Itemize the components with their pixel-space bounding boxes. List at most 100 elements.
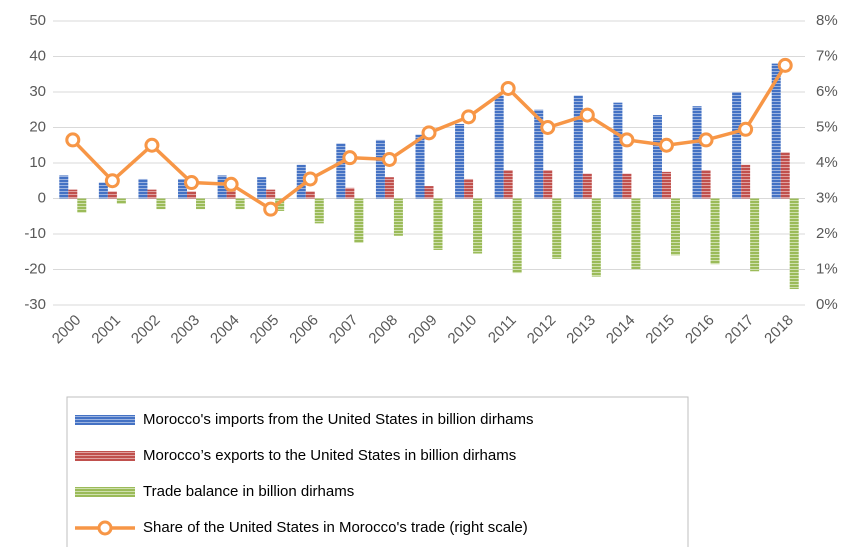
marker [104, 173, 120, 189]
x-tick-label: 2018 [761, 312, 797, 348]
bar [336, 143, 346, 199]
bar [670, 198, 680, 256]
y-tick-label: 20 [29, 118, 46, 135]
x-tick-label: 2005 [247, 312, 283, 348]
y-tick-label: 50 [29, 12, 46, 29]
bar [750, 198, 760, 272]
x-tick-label: 2009 [405, 312, 441, 348]
y2-tick-label: 2% [816, 225, 838, 242]
x-tick-label: 2016 [682, 312, 718, 348]
marker [658, 137, 674, 153]
bar [305, 191, 315, 199]
bar [512, 198, 522, 274]
x-tick-label: 2010 [445, 312, 481, 348]
bar [433, 198, 443, 250]
y-tick-label: -10 [24, 225, 46, 242]
bar [138, 178, 148, 199]
x-tick-label: 2017 [722, 312, 758, 348]
y2-tick-label: 8% [816, 12, 838, 29]
marker [738, 121, 754, 137]
bar [652, 115, 662, 199]
bar [275, 198, 285, 211]
bar [622, 173, 632, 199]
bar [771, 63, 781, 199]
bar [345, 187, 355, 199]
x-tick-label: 2015 [642, 312, 678, 348]
marker [698, 132, 714, 148]
legend-label: Morocco's imports from the United States… [143, 411, 534, 428]
bar [661, 171, 671, 199]
bar [415, 134, 425, 199]
bar [780, 152, 790, 199]
marker [777, 57, 793, 73]
x-tick-label: 2014 [603, 312, 639, 348]
marker [65, 132, 81, 148]
bar [375, 139, 385, 199]
bar [98, 182, 108, 199]
marker [381, 151, 397, 167]
bar [710, 198, 720, 265]
legend-swatch [75, 415, 135, 425]
bar [59, 175, 69, 199]
bar [613, 102, 623, 199]
legend-label: Trade balance in billion dirhams [143, 483, 354, 500]
bar [591, 198, 601, 277]
bar [464, 178, 474, 199]
y2-tick-label: 0% [816, 296, 838, 313]
x-tick-label: 2007 [326, 312, 362, 348]
marker [263, 201, 279, 217]
y2-tick-label: 6% [816, 83, 838, 100]
bar [503, 170, 513, 199]
bar [196, 198, 206, 210]
marker [421, 125, 437, 141]
y-tick-label: 10 [29, 154, 46, 171]
bar [354, 198, 364, 243]
marker [619, 132, 635, 148]
bar [573, 95, 583, 199]
bar [701, 170, 711, 199]
bar [266, 189, 276, 199]
marker [144, 137, 160, 153]
x-tick-label: 2004 [207, 312, 243, 348]
bar [217, 175, 227, 199]
bar [692, 106, 702, 199]
y2-tick-label: 5% [816, 118, 838, 135]
bar [235, 198, 245, 210]
x-tick-label: 2000 [49, 312, 85, 348]
marker [342, 150, 358, 166]
bar [732, 92, 742, 199]
x-tick-label: 2012 [524, 312, 560, 348]
bar [424, 186, 434, 199]
y-tick-label: 0 [38, 189, 46, 206]
bar [543, 170, 553, 199]
marker [579, 107, 595, 123]
y2-tick-label: 1% [816, 260, 838, 277]
y2-tick-label: 7% [816, 47, 838, 64]
marker [302, 171, 318, 187]
y2-tick-label: 4% [816, 154, 838, 171]
bar [226, 189, 236, 199]
bar [68, 189, 78, 199]
bar [187, 191, 197, 199]
marker [500, 80, 516, 96]
bar [455, 123, 465, 199]
x-tick-label: 2008 [365, 312, 401, 348]
bar [116, 198, 126, 204]
bar [534, 109, 544, 199]
bar [473, 198, 483, 254]
bar [494, 95, 504, 199]
y-tick-label: -20 [24, 260, 46, 277]
marker [184, 175, 200, 191]
legend-label: Morocco’s exports to the United States i… [143, 447, 516, 464]
y-tick-label: 40 [29, 47, 46, 64]
bar [178, 178, 188, 199]
legend-swatch [97, 520, 113, 536]
x-tick-label: 2001 [88, 312, 124, 348]
x-tick-label: 2003 [168, 312, 204, 348]
y-tick-label: -30 [24, 296, 46, 313]
bar [789, 198, 799, 290]
bar [552, 198, 562, 259]
bar [741, 164, 751, 199]
legend-swatch [75, 487, 135, 497]
